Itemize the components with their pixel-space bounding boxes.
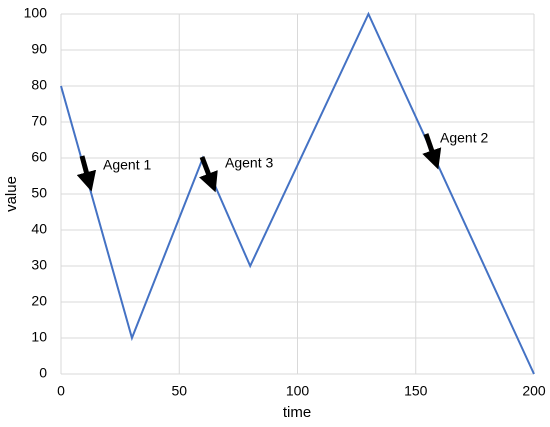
x-tick-label: 100	[286, 383, 310, 399]
y-tick-label: 30	[31, 257, 47, 273]
arrow	[422, 133, 442, 170]
annotation: Agent 3	[225, 155, 273, 171]
y-tick-label: 60	[31, 149, 47, 165]
y-tick-label: 0	[39, 365, 47, 381]
y-tick-label: 70	[31, 113, 47, 129]
y-axis-label: value	[3, 176, 20, 212]
annotation: Agent 1	[103, 157, 151, 173]
annotations: Agent 1 Agent 3 Agent 2	[76, 130, 488, 193]
x-tick-label: 50	[171, 383, 187, 399]
data-line	[60, 11, 535, 375]
y-tick-label: 90	[31, 41, 47, 57]
arrow	[76, 155, 97, 192]
y-tick-label: 80	[31, 77, 47, 93]
y-tick-label: 100	[24, 5, 48, 21]
x-axis-label: time	[283, 404, 311, 421]
annotation: Agent 2	[440, 130, 488, 146]
arrow	[199, 156, 218, 193]
y-tick-label: 20	[31, 293, 47, 309]
x-tick-label: 200	[522, 383, 546, 399]
y-tick-label: 10	[31, 329, 47, 345]
y-tick-label: 40	[31, 221, 47, 237]
y-tick-label: 50	[31, 185, 47, 201]
x-tick-label: 150	[404, 383, 428, 399]
x-tick-label: 0	[57, 383, 65, 399]
